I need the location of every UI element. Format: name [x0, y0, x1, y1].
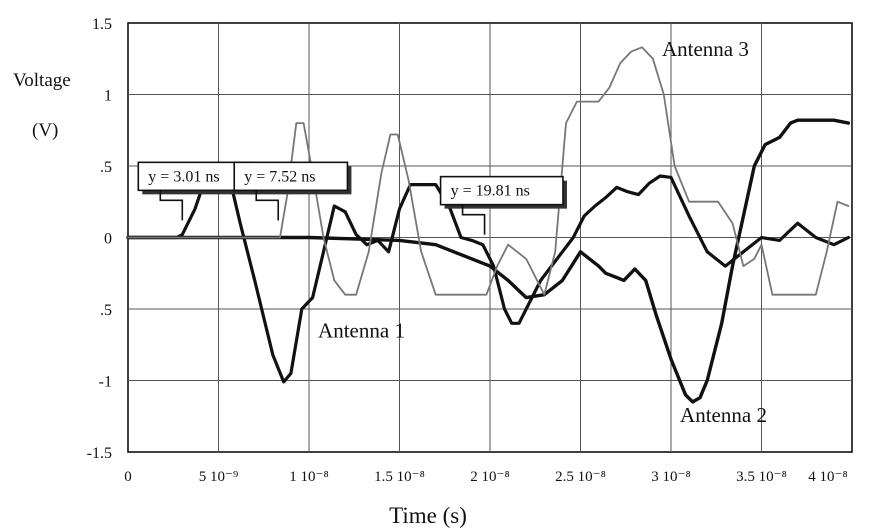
series-labels: Antenna 1 Antenna 2 Antenna 3 — [318, 37, 767, 427]
y-tick-label: .5 — [100, 302, 112, 319]
annotation-text: y = 19.81 ns — [451, 183, 530, 200]
y-tick-label: -1.5 — [87, 445, 112, 462]
series-line — [126, 118, 851, 404]
annotation-leader — [461, 204, 486, 235]
y-tick-label: 1 — [104, 88, 112, 105]
x-tick-label: 1.5 10⁻⁸ — [374, 469, 425, 485]
annotation-text: y = 3.01 ns — [148, 168, 219, 185]
x-tick-label: 3 10⁻⁸ — [651, 469, 690, 485]
x-tick-label: 0 — [124, 469, 132, 485]
x-axis-label: Time (s) — [389, 503, 467, 528]
x-tick-label: 2.5 10⁻⁸ — [555, 469, 606, 485]
annotation-boxes: y = 3.01 ns y = 7.52 ns y = 19.81 ns — [137, 161, 567, 235]
x-tick-label: 2 10⁻⁸ — [470, 469, 509, 485]
x-tick-label: 5 10⁻⁹ — [199, 469, 238, 485]
annotation-box — [233, 161, 349, 192]
annotation-text: y = 7.52 ns — [244, 168, 315, 185]
y-tick-label: -1 — [99, 374, 112, 391]
series-label: Antenna 2 — [680, 403, 767, 427]
y-tick-labels: 1.51.50.5-1-1.5 — [87, 16, 112, 462]
y-tick-label: .5 — [100, 159, 112, 176]
x-tick-label: 4 10⁻⁸ — [808, 469, 847, 485]
x-tick-labels: 0 5 10⁻⁹ 1 10⁻⁸ 1.5 10⁻⁸ 2 10⁻⁸ 2.5 10⁻⁸ 3 10⁻… — [124, 469, 847, 485]
y-axis-unit: (V) — [32, 120, 58, 141]
annotation-box — [439, 175, 564, 206]
x-tick-label: 1 10⁻⁸ — [289, 469, 328, 485]
y-tick-label: 1.5 — [92, 16, 112, 33]
series-label: Antenna 1 — [318, 319, 405, 343]
series-label: Antenna 3 — [662, 37, 749, 61]
y-axis-label: Voltage — [13, 70, 71, 91]
series-line — [126, 174, 851, 384]
annotation-box — [137, 161, 253, 192]
annotation-leader — [159, 190, 184, 221]
y-tick-label: 0 — [104, 231, 112, 248]
x-tick-label: 3.5 10⁻⁸ — [736, 469, 787, 485]
annotation-leader — [255, 190, 280, 221]
